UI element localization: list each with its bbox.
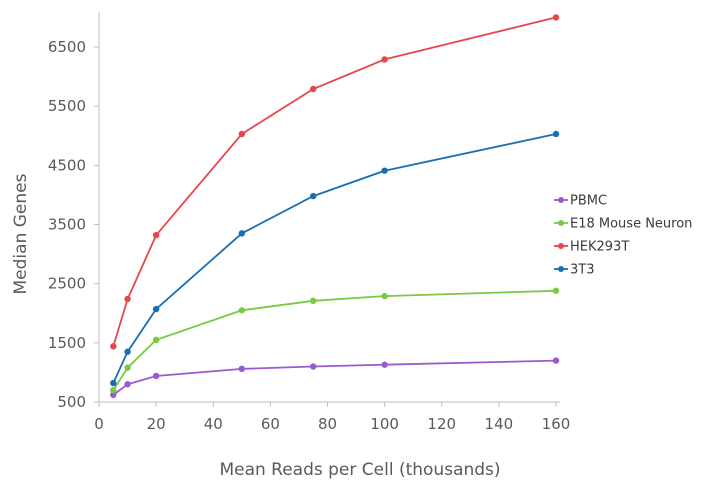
legend-label: PBMC — [570, 194, 607, 209]
y-tick-label: 2500 — [48, 275, 86, 293]
y-tick-label: 3500 — [48, 216, 86, 234]
data-point-hek293t — [152, 231, 160, 239]
x-tick-label: 20 — [147, 415, 166, 433]
legend-item-3t3: 3T3 — [554, 263, 594, 278]
legend-label: E18 Mouse Neuron — [570, 217, 692, 232]
x-axis-title: Mean Reads per Cell (thousands) — [219, 460, 500, 480]
legend-swatch-marker — [558, 243, 564, 249]
data-point-pbmc — [552, 357, 560, 364]
ticks: 0 20 40 60 80 100 120 140 160 500 1500 2500 3500 4500… — [48, 38, 571, 433]
data-point-pbmc — [381, 361, 388, 368]
data-point-e18-mouse-neuron — [238, 307, 246, 314]
data-point-e18-mouse-neuron — [110, 386, 117, 394]
data-point-3t3 — [310, 192, 317, 200]
y-tick-label: 5500 — [48, 97, 86, 115]
series-hek293t — [110, 14, 560, 350]
data-point-hek293t — [124, 295, 131, 303]
legend-swatch-marker — [558, 220, 564, 226]
legend-label: HEK293T — [570, 240, 629, 255]
y-tick-label: 500 — [57, 393, 86, 411]
data-point-hek293t — [238, 130, 246, 138]
series-pbmc — [110, 357, 560, 399]
data-point-pbmc — [152, 372, 160, 380]
data-point-pbmc — [310, 363, 317, 370]
y-tick-label: 4500 — [48, 156, 86, 174]
data-point-e18-mouse-neuron — [124, 364, 131, 371]
series-e18-mouse-neuron — [110, 287, 560, 394]
data-point-pbmc — [124, 381, 131, 388]
legend-item-hek293t: HEK293T — [554, 240, 629, 255]
legend-item-e18-mouse-neuron: E18 Mouse Neuron — [554, 217, 692, 232]
series-line-3t3 — [112, 133, 557, 384]
x-tick-label: 80 — [318, 415, 337, 433]
data-point-pbmc — [110, 391, 117, 399]
data-point-hek293t — [310, 85, 317, 93]
series-line-pbmc — [112, 359, 557, 396]
legend-swatch-marker — [558, 197, 564, 203]
series-3t3 — [110, 130, 560, 387]
data-point-3t3 — [152, 305, 160, 313]
y-tick-label: 1500 — [48, 334, 86, 352]
series-line-hek293t — [112, 16, 557, 347]
data-point-hek293t — [110, 343, 117, 350]
x-tick-label: 140 — [485, 415, 514, 433]
x-tick-label: 100 — [370, 415, 399, 433]
data-point-e18-mouse-neuron — [552, 287, 560, 294]
legend-item-pbmc: PBMC — [554, 194, 607, 209]
y-axis-title: Median Genes — [11, 173, 31, 294]
series-line-e18-mouse-neuron — [112, 289, 557, 391]
x-tick-label: 60 — [261, 415, 280, 433]
legend-swatch-marker — [558, 266, 564, 272]
data-point-3t3 — [124, 348, 131, 355]
x-tick-label: 40 — [204, 415, 223, 433]
x-tick-label: 0 — [94, 415, 104, 433]
data-point-hek293t — [552, 14, 560, 21]
data-point-3t3 — [238, 230, 246, 237]
legend-label: 3T3 — [570, 263, 594, 278]
data-point-e18-mouse-neuron — [381, 292, 388, 300]
data-point-e18-mouse-neuron — [310, 297, 317, 305]
x-tick-label: 120 — [427, 415, 456, 433]
data-point-3t3 — [110, 379, 117, 387]
legend: PBMC E18 Mouse Neuron HEK293T 3T3 — [554, 194, 692, 278]
axes — [98, 12, 560, 403]
y-tick-label: 6500 — [48, 38, 86, 56]
data-point-3t3 — [552, 130, 560, 138]
data-point-pbmc — [238, 365, 246, 373]
x-tick-label: 160 — [542, 415, 571, 433]
data-point-3t3 — [381, 167, 388, 174]
series — [110, 14, 560, 399]
data-point-hek293t — [381, 56, 388, 63]
data-point-e18-mouse-neuron — [152, 336, 160, 344]
